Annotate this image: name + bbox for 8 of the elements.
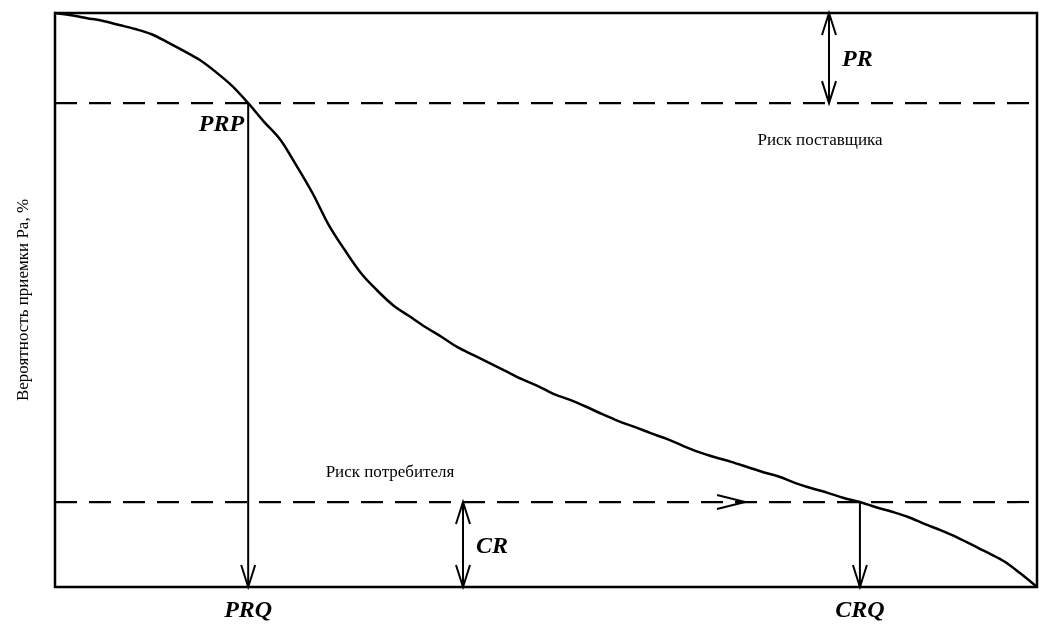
ref-line-label: Риск потребителя (325, 462, 455, 482)
ref-line-label: Риск поставщика (757, 130, 884, 150)
annotation: PR (841, 45, 873, 72)
annotation: CR (476, 531, 509, 558)
x-tick-label: CRQ (835, 596, 885, 622)
annotation: PRP (197, 110, 245, 137)
y-axis-title: Вероятность приемки Pa, % (13, 198, 32, 402)
x-tick-label: PRQ (223, 596, 273, 622)
